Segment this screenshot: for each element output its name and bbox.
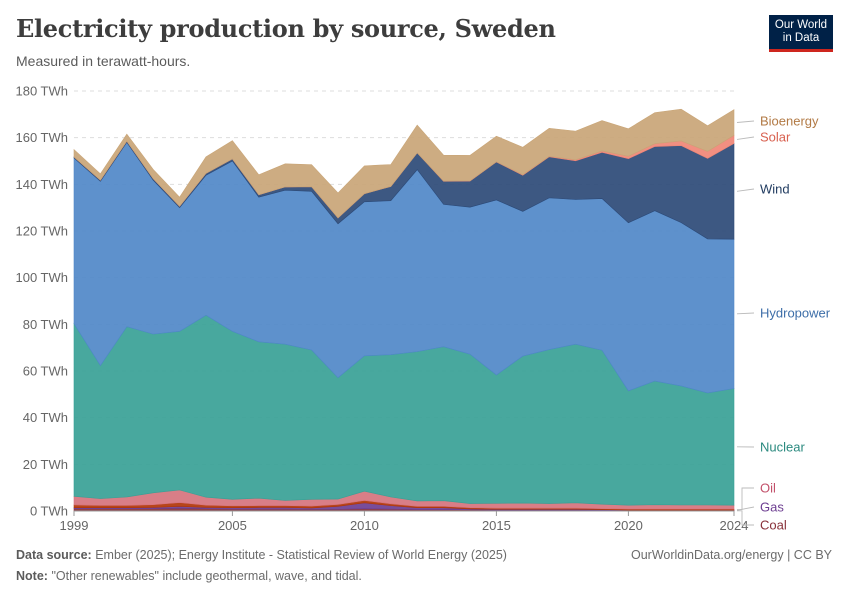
leader-line [737, 487, 754, 511]
owid-logo[interactable]: Our World in Data [769, 15, 833, 52]
source-label: Data source: [16, 548, 92, 562]
series-label-bioenergy[interactable]: Bioenergy [760, 114, 819, 129]
axes: 0 TWh 20 TWh 40 TWh 60 TWh 80 TWh 100 TWh 120 … [15, 84, 748, 534]
y-tick-label: 40 TWh [23, 410, 68, 425]
x-tick-label: 2024 [720, 518, 749, 533]
x-tick-label: 1999 [60, 518, 89, 533]
x-tick-label: 2020 [614, 518, 643, 533]
chart-subtitle: Measured in terawatt-hours. [16, 53, 191, 69]
x-tick-label: 2015 [482, 518, 511, 533]
y-tick-label: 180 TWh [15, 84, 68, 99]
leader-line [737, 510, 754, 526]
series-labels: Coal Gas Oil Nuclear Hydropower Wind SolarBioe… [736, 114, 831, 533]
leader-line [736, 136, 755, 140]
footer-note: Note: "Other renewables" include geother… [16, 569, 362, 583]
series-label-hydropower[interactable]: Hydropower [760, 306, 831, 321]
leader-line [736, 312, 755, 315]
footer-site-link[interactable]: OurWorldinData.org/energy | CC BY [630, 548, 832, 562]
y-tick-label: 60 TWh [23, 364, 68, 379]
y-tick-label: 100 TWh [15, 270, 68, 285]
y-tick-label: 0 TWh [30, 504, 68, 519]
footer-source: Data source: Ember (2025); Energy Instit… [16, 548, 507, 562]
chart-title: Electricity production by source, Sweden [16, 14, 556, 43]
leader-line [736, 188, 755, 192]
y-tick-label: 120 TWh [15, 224, 68, 239]
y-tick-label: 140 TWh [15, 177, 68, 192]
note-text: "Other renewables" include geothermal, w… [51, 569, 362, 583]
logo-line-1: Our World [774, 19, 828, 31]
leader-line [736, 120, 755, 123]
series-label-solar[interactable]: Solar [760, 130, 791, 145]
stacked-areas [73, 108, 735, 512]
note-label: Note: [16, 569, 48, 583]
series-label-coal[interactable]: Coal [760, 518, 787, 533]
logo-line-2: in Data [782, 32, 820, 44]
series-label-gas[interactable]: Gas [760, 500, 784, 515]
x-tick-label: 2005 [218, 518, 247, 533]
x-tick-label: 2010 [350, 518, 379, 533]
area-bioenergy[interactable] [73, 108, 735, 219]
series-label-oil[interactable]: Oil [760, 481, 776, 496]
series-label-wind[interactable]: Wind [760, 182, 790, 197]
series-label-nuclear[interactable]: Nuclear [760, 440, 805, 455]
y-tick-label: 80 TWh [23, 317, 68, 332]
y-tick-label: 160 TWh [15, 130, 68, 145]
y-tick-label: 20 TWh [23, 457, 68, 472]
source-text[interactable]: Ember (2025); Energy Institute - Statist… [95, 548, 507, 562]
